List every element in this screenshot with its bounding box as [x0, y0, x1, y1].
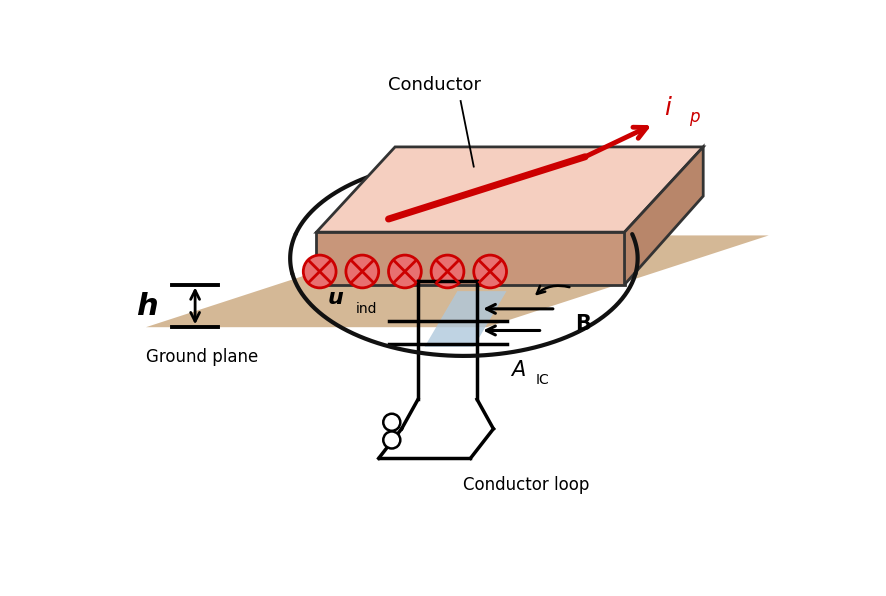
Circle shape — [303, 255, 336, 288]
Text: p: p — [688, 108, 699, 126]
Text: $\boldsymbol{u}$: $\boldsymbol{u}$ — [328, 288, 345, 308]
Text: Ground plane: Ground plane — [146, 347, 258, 366]
Text: $\mathit{i}$: $\mathit{i}$ — [664, 95, 672, 120]
Circle shape — [389, 255, 422, 288]
Polygon shape — [316, 147, 703, 232]
Text: ind: ind — [356, 302, 377, 316]
Text: B: B — [575, 314, 591, 334]
Text: h: h — [136, 291, 158, 321]
Polygon shape — [316, 232, 625, 284]
Circle shape — [384, 432, 400, 449]
Text: $A$: $A$ — [509, 360, 525, 380]
Text: IC: IC — [536, 372, 550, 387]
Text: Conductor: Conductor — [388, 76, 481, 94]
Polygon shape — [424, 291, 507, 347]
Circle shape — [431, 255, 464, 288]
Polygon shape — [625, 147, 703, 284]
Circle shape — [384, 414, 400, 431]
Circle shape — [474, 255, 507, 288]
Circle shape — [346, 255, 378, 288]
Text: Conductor loop: Conductor loop — [463, 476, 589, 493]
Polygon shape — [146, 235, 769, 327]
